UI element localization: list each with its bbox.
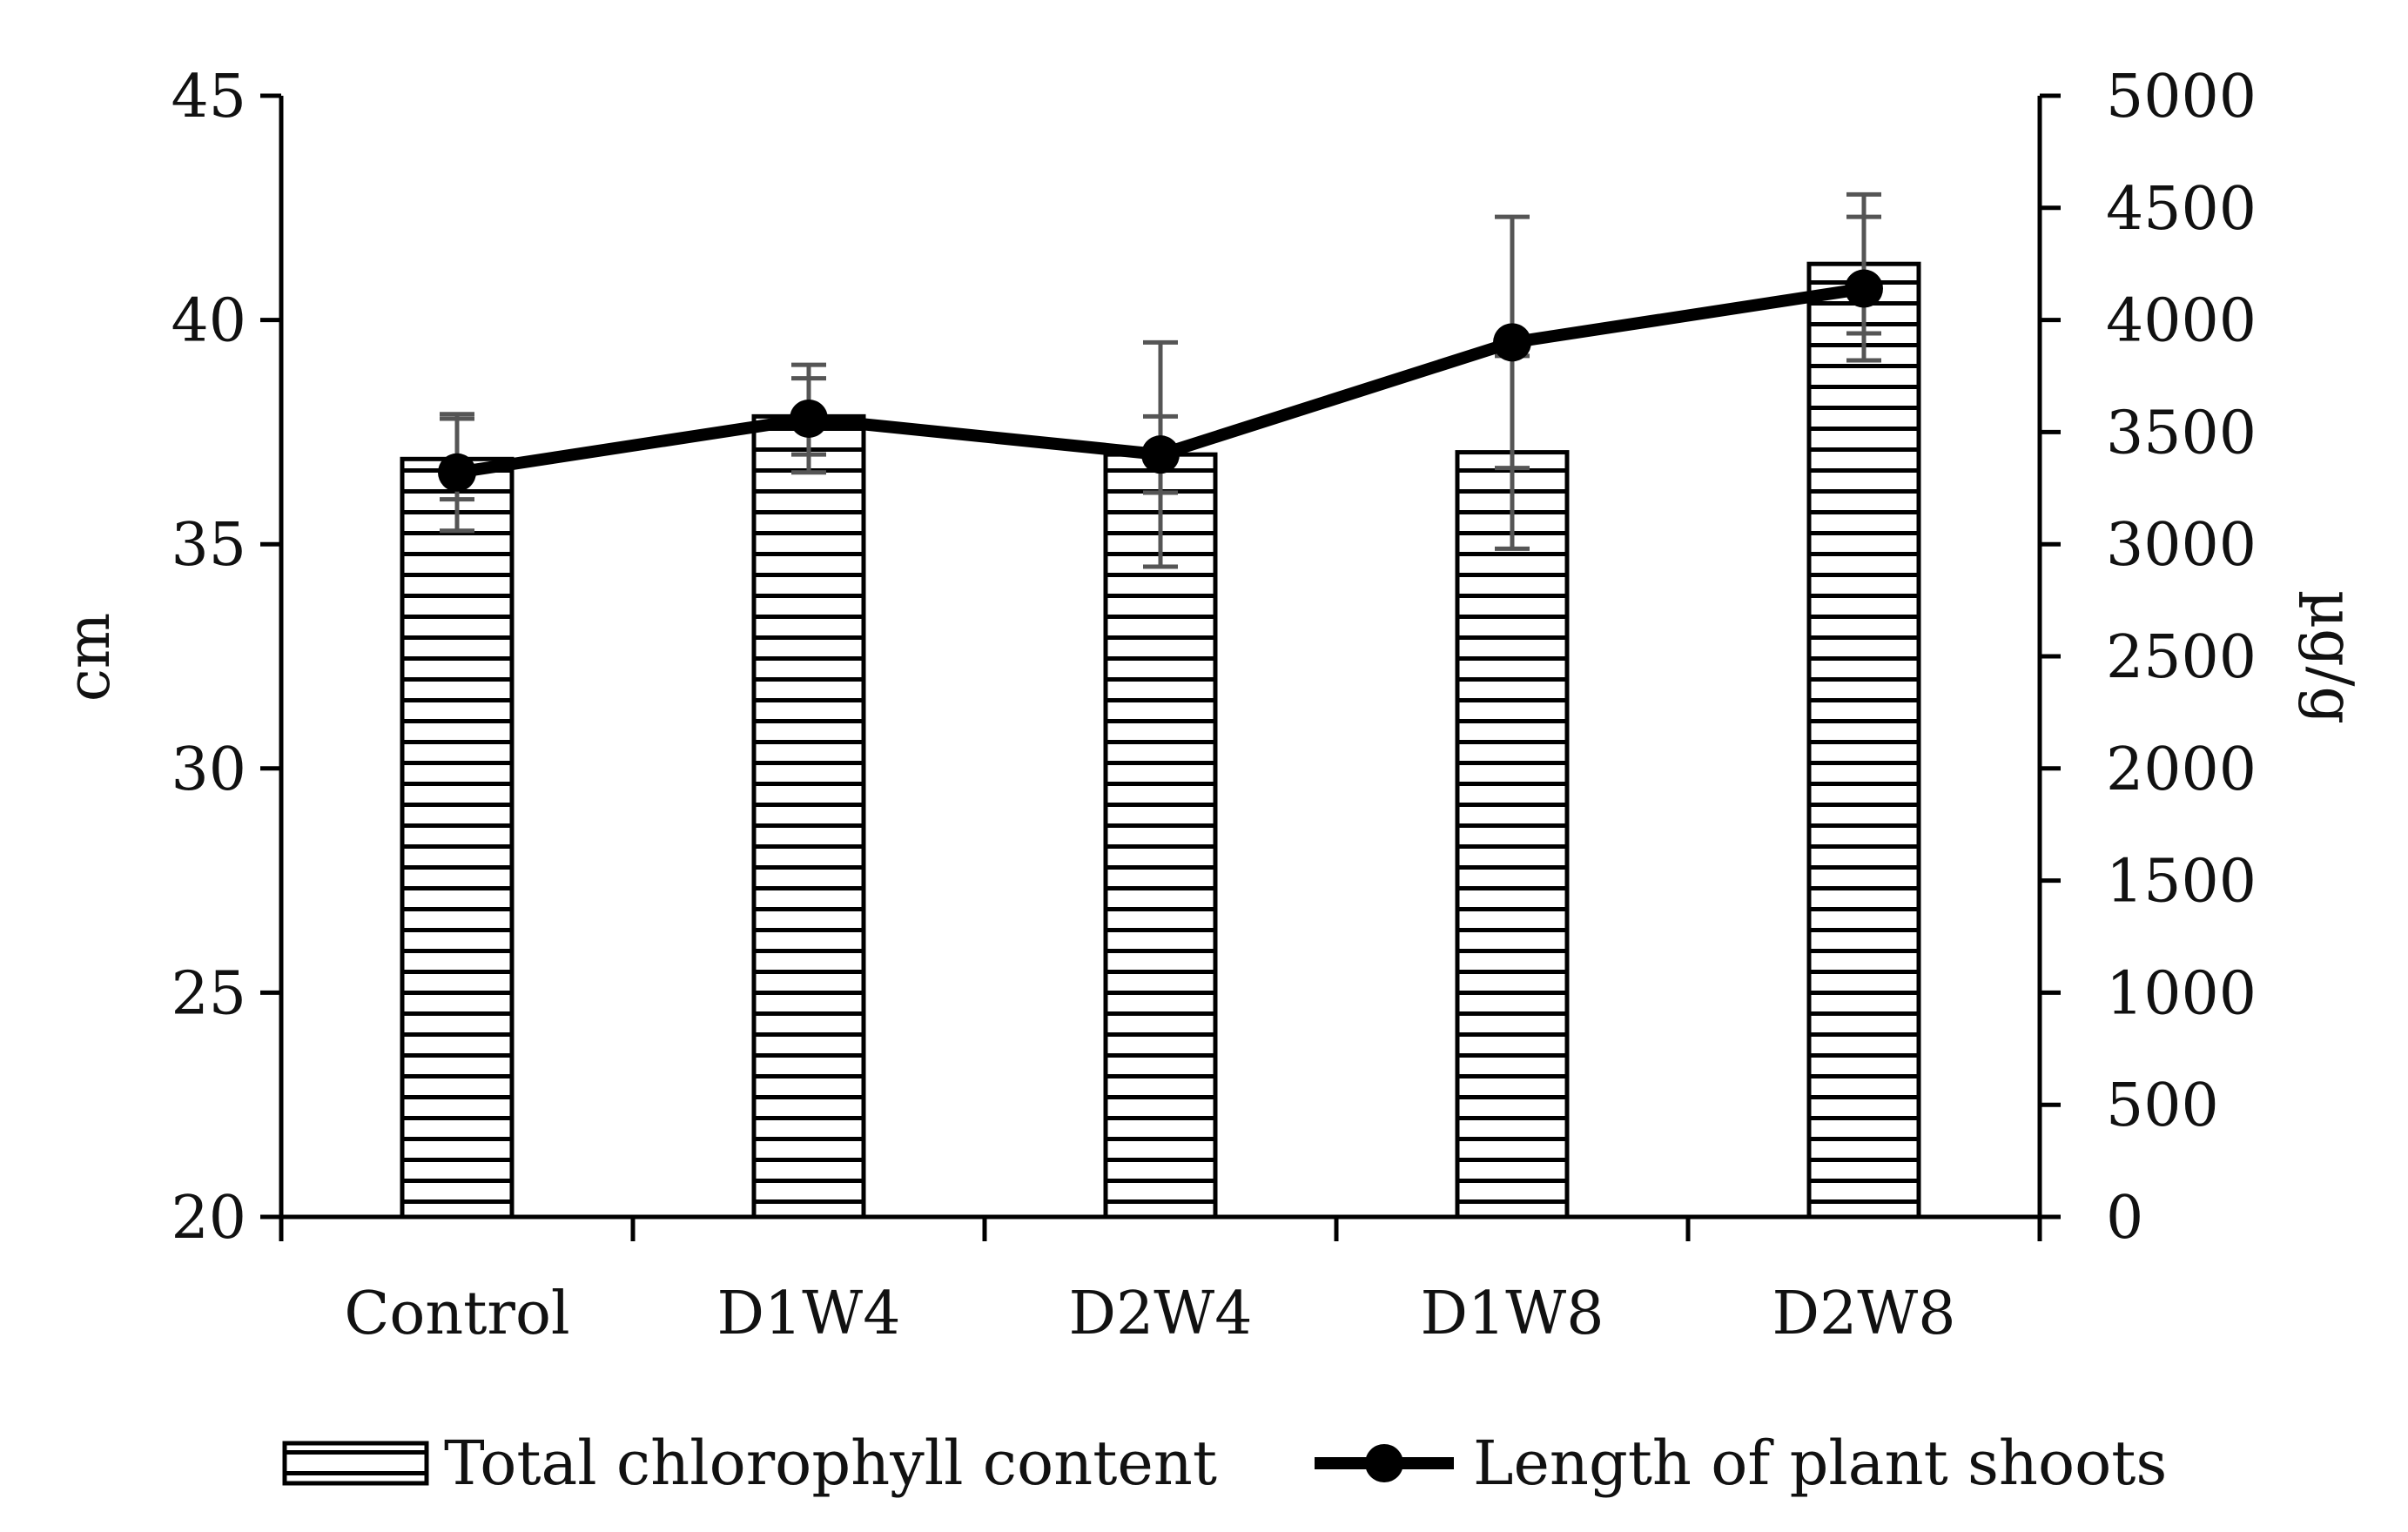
x-tick-label: D1W8 <box>1421 1280 1604 1348</box>
left-tick-label: 20 <box>171 1184 246 1253</box>
bar <box>1455 450 1570 1220</box>
line-point <box>790 399 828 438</box>
left-tick-label: 45 <box>171 63 246 131</box>
bar <box>751 413 866 1220</box>
right-tick-label: 0 <box>2106 1184 2143 1253</box>
legend-marker-shoots <box>1365 1444 1403 1482</box>
left-tick-label: 25 <box>171 959 246 1028</box>
line-point <box>1493 323 1531 362</box>
right-tick-label: 2000 <box>2106 736 2257 804</box>
bar <box>1806 261 1921 1220</box>
x-tick-label: D1W4 <box>717 1280 901 1348</box>
right-tick-label: 1000 <box>2106 959 2257 1028</box>
right-tick-label: 4500 <box>2106 175 2257 244</box>
x-tick-label: D2W8 <box>1772 1280 1956 1348</box>
right-tick-label: 2500 <box>2106 623 2257 692</box>
x-tick-label: D2W4 <box>1069 1280 1253 1348</box>
legend: Total chlorophyll content Length of plan… <box>282 1428 2167 1499</box>
bar <box>400 456 515 1220</box>
right-tick-label: 500 <box>2106 1072 2219 1140</box>
left-tick-label: 35 <box>171 511 246 580</box>
right-tick-label: 5000 <box>2106 63 2257 131</box>
left-tick-label: 40 <box>171 287 246 356</box>
x-tick-labels: Control D1W4 D2W4 D1W8 D2W8 <box>344 1280 1955 1348</box>
left-axis-title: cm <box>55 613 124 702</box>
line-point <box>1845 269 1883 308</box>
legend-swatch-chlorophyll <box>282 1441 429 1486</box>
axes: 20 25 30 35 40 45 0 500 1000 1500 2000 2500 3000 3500… <box>171 63 2257 1253</box>
right-tick-label: 3000 <box>2106 511 2257 580</box>
legend-label-chlorophyll: Total chlorophyll content <box>444 1428 1217 1499</box>
x-tick-label: Control <box>344 1280 569 1348</box>
right-tick-label: 1500 <box>2106 848 2257 917</box>
line-series-shoot-length <box>438 269 1883 492</box>
line-point <box>438 453 476 492</box>
left-tick-label: 30 <box>171 736 246 804</box>
line-error-bars <box>440 214 1881 569</box>
right-axis-title: µg/g <box>2297 590 2365 724</box>
bar-series-chlorophyll <box>400 261 1921 1220</box>
legend-label-shoots: Length of plant shoots <box>1473 1428 2167 1499</box>
line-point <box>1141 435 1180 474</box>
right-tick-label: 4000 <box>2106 287 2257 356</box>
right-tick-label: 3500 <box>2106 399 2257 467</box>
bar <box>1103 452 1218 1220</box>
